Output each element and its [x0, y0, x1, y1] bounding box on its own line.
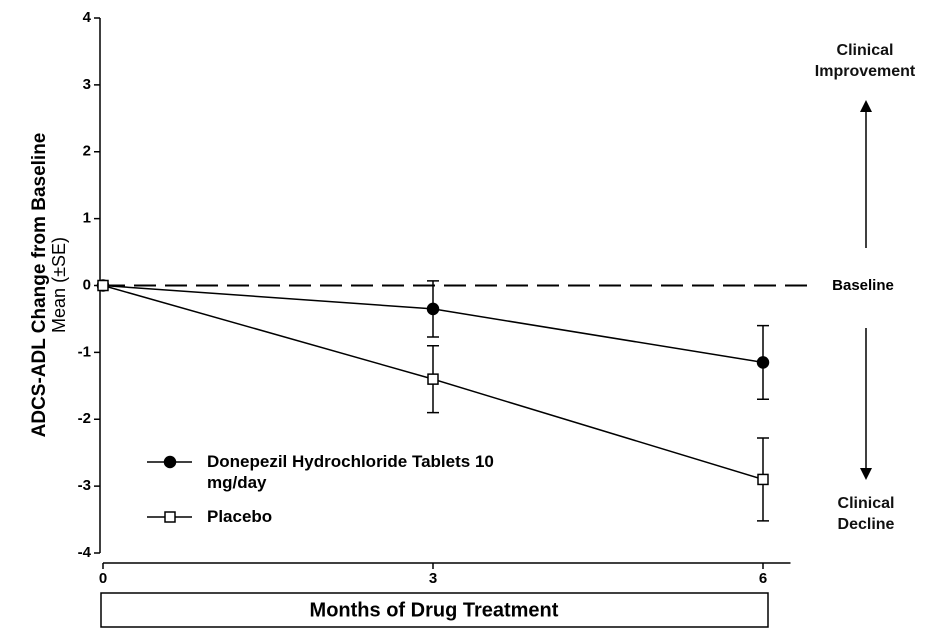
- y-axis-label: ADCS-ADL Change from Baseline: [29, 133, 50, 438]
- improvement-note: Clinical Improvement: [814, 42, 916, 80]
- legend-marker: [163, 455, 177, 469]
- x-tick-label: 3: [429, 570, 437, 587]
- x-tick-label: 0: [99, 570, 107, 587]
- y-tick-label: 2: [83, 143, 91, 160]
- legend-marker: [164, 511, 176, 523]
- y-axis-sublabel: Mean (±SE): [49, 237, 69, 333]
- data-point: [426, 302, 440, 316]
- y-tick-label: 4: [83, 9, 92, 26]
- y-tick-label: -2: [78, 410, 91, 427]
- data-point: [427, 373, 439, 385]
- legend-label: Donepezil Hydrochloride Tablets 10 mg/da…: [207, 452, 494, 492]
- y-tick-label: 3: [83, 76, 91, 93]
- y-tick-label: 1: [83, 210, 91, 227]
- y-tick-label: 0: [83, 276, 91, 293]
- x-axis-label: Months of Drug Treatment: [310, 599, 559, 621]
- decline-note: Clinical Decline: [837, 495, 895, 533]
- data-point: [97, 279, 109, 292]
- data-point: [756, 356, 770, 369]
- data-point: [757, 473, 769, 486]
- baseline-label: Baseline: [832, 277, 894, 294]
- x-tick-label: 6: [759, 570, 767, 587]
- y-tick-label: -1: [78, 343, 91, 360]
- legend-label: Placebo: [207, 507, 273, 526]
- x-label-box: [100, 592, 769, 628]
- y-tick-label: -3: [78, 477, 91, 494]
- y-tick-label: -4: [78, 544, 92, 561]
